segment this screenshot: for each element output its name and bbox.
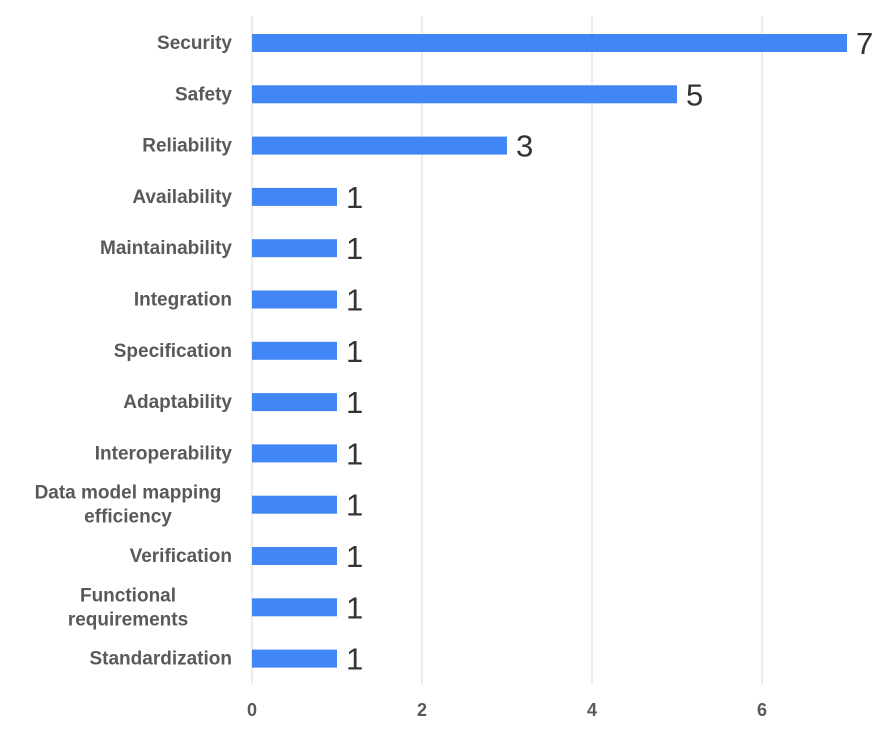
bar-13 — [252, 649, 337, 668]
data-label: 1 — [346, 590, 363, 625]
data-label: 5 — [686, 77, 703, 112]
category-label: Verification — [130, 546, 232, 567]
bar-8 — [252, 393, 337, 412]
category-label: Data model mapping — [35, 483, 222, 504]
bar-1 — [252, 34, 847, 52]
category-label: Adaptability — [123, 392, 232, 413]
data-label: 1 — [346, 488, 363, 523]
data-label: 1 — [346, 642, 363, 677]
bar-7 — [252, 341, 337, 360]
category-label: Availability — [132, 187, 232, 208]
category-label: Standardization — [89, 649, 232, 670]
category-label: efficiency — [84, 507, 172, 528]
x-tick-label: 4 — [587, 700, 597, 720]
bar-9 — [252, 444, 337, 463]
bar-4 — [252, 187, 337, 206]
data-label: 7 — [856, 26, 873, 61]
bar-3 — [252, 136, 507, 155]
data-label: 1 — [346, 180, 363, 215]
category-label: requirements — [68, 609, 188, 630]
category-label: Security — [157, 33, 232, 54]
data-label: 1 — [346, 231, 363, 266]
bar-10 — [252, 495, 337, 514]
bar-11 — [252, 547, 337, 565]
data-label: 1 — [346, 385, 363, 420]
category-label: Integration — [134, 290, 232, 311]
category-label: Functional — [80, 585, 176, 606]
category-label: Safety — [175, 84, 232, 105]
data-label: 3 — [516, 129, 533, 164]
category-label: Specification — [114, 341, 232, 362]
category-label: Maintainability — [100, 238, 232, 259]
category-label: Reliability — [142, 136, 232, 157]
x-axis-ticks: 0 2 4 6 — [247, 700, 767, 720]
bars — [252, 34, 847, 668]
category-labels: Security Safety Reliability Availability Mai… — [35, 33, 233, 670]
data-labels: 7 5 3 1 1 1 1 1 1 1 1 1 1 — [346, 26, 873, 677]
data-label: 1 — [346, 283, 363, 318]
data-label: 1 — [346, 334, 363, 369]
x-tick-label: 6 — [757, 700, 767, 720]
x-tick-label: 2 — [417, 700, 427, 720]
data-label: 1 — [346, 539, 363, 574]
bar-5 — [252, 239, 337, 258]
bar-2 — [252, 85, 677, 104]
data-label: 1 — [346, 436, 363, 471]
category-label: Interoperability — [95, 443, 233, 464]
x-tick-label: 0 — [247, 700, 257, 720]
bar-6 — [252, 290, 337, 309]
bar-12 — [252, 598, 337, 617]
